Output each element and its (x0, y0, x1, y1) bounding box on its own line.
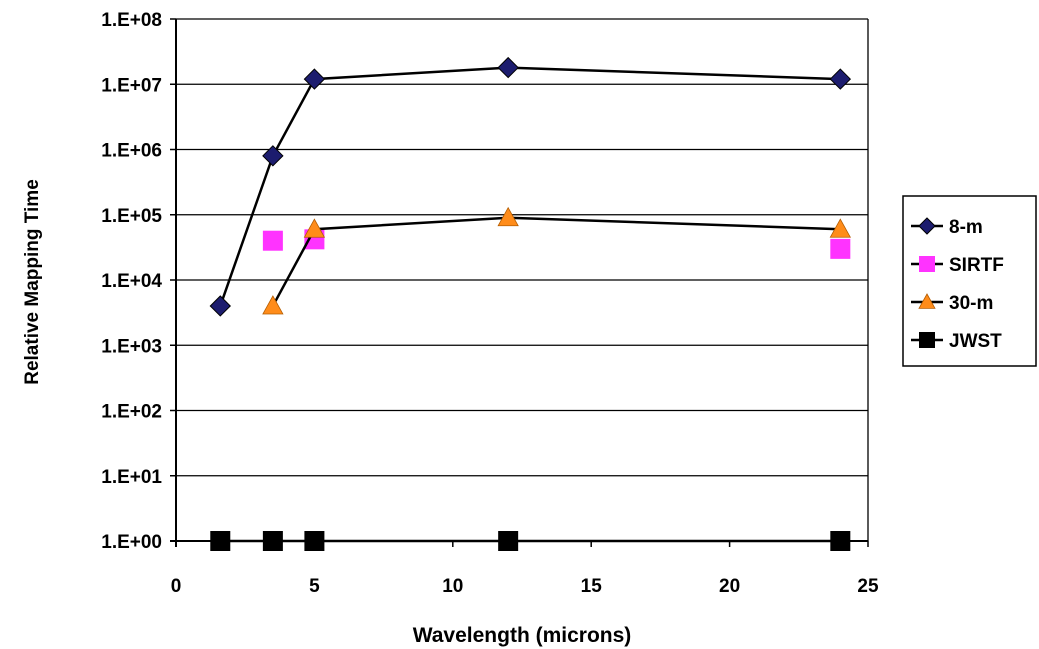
legend-marker (918, 293, 936, 309)
data-point (498, 531, 519, 551)
data-point (304, 531, 325, 551)
x-axis-label: Wavelength (microns) (413, 624, 632, 647)
data-point (262, 295, 284, 315)
y-tick-label: 1.E+02 (101, 402, 162, 423)
axes (170, 18, 869, 547)
legend-item: SIRTF (911, 255, 1004, 276)
data-point (303, 218, 326, 238)
series-line (219, 66, 841, 307)
data-point (830, 531, 851, 551)
legend-label: SIRTF (949, 255, 1004, 276)
y-tick-label: 1.E+01 (101, 467, 162, 488)
x-tick-label: 25 (857, 576, 879, 597)
y-axis-label: Relative Mapping Time (22, 179, 43, 385)
x-tick-label: 5 (309, 576, 320, 597)
y-tick-label: 1.E+03 (101, 336, 162, 357)
legend-item: 8-m (911, 217, 983, 238)
y-tick-label: 1.E+04 (101, 271, 162, 292)
data-point (262, 230, 283, 251)
y-tick-label: 1.E+06 (101, 141, 162, 162)
x-tick-label: 0 (171, 576, 182, 597)
legend-item: JWST (911, 331, 1002, 352)
x-tick-label: 15 (581, 576, 603, 597)
data-point (497, 56, 519, 79)
y-tick-label: 1.E+00 (101, 532, 162, 553)
legend-marker (918, 217, 936, 235)
legend-marker (919, 332, 935, 348)
series-sirtf (262, 229, 851, 259)
legend-item: 30-m (911, 293, 993, 314)
series-line (271, 216, 841, 307)
legend-label: JWST (949, 331, 1002, 352)
series-8-m (209, 56, 852, 317)
data-point (210, 531, 231, 551)
x-tick-label: 10 (442, 576, 463, 597)
tick-labels: 1.E+00 1.E+01 1.E+02 1.E+03 1.E+04 1.E+05 1.E+… (101, 10, 879, 597)
legend-label: 8-m (949, 217, 983, 238)
legend-marker (919, 256, 935, 272)
y-tick-label: 1.E+07 (101, 75, 162, 96)
data-point (303, 68, 326, 90)
y-tick-label: 1.E+08 (101, 10, 162, 31)
series-jwst (210, 531, 851, 551)
legend: 8-m SIRTF 30-m JWST (902, 195, 1037, 367)
y-tick-label: 1.E+05 (101, 206, 162, 227)
data-point (829, 218, 851, 238)
data-point (262, 145, 284, 167)
legend-label: 30-m (949, 293, 993, 314)
series-layer (209, 56, 852, 551)
x-tick-label: 20 (719, 576, 740, 597)
data-point (209, 295, 231, 317)
data-point (829, 68, 852, 90)
data-point (830, 238, 851, 259)
data-point (262, 531, 283, 551)
grid-lines (176, 18, 869, 541)
series-30-m (262, 206, 851, 315)
data-point (497, 206, 519, 227)
